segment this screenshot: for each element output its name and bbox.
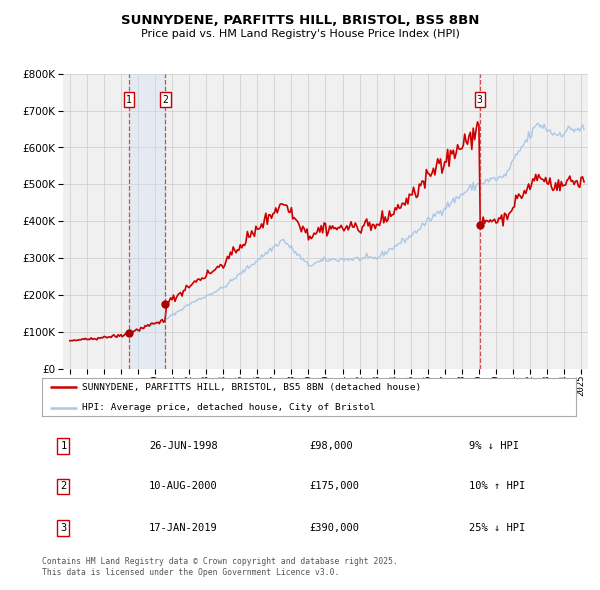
Text: £390,000: £390,000 — [309, 523, 359, 533]
Text: Price paid vs. HM Land Registry's House Price Index (HPI): Price paid vs. HM Land Registry's House … — [140, 30, 460, 39]
Text: Contains HM Land Registry data © Crown copyright and database right 2025.: Contains HM Land Registry data © Crown c… — [42, 557, 398, 566]
Bar — [129, 74, 166, 369]
Text: 26-JUN-1998: 26-JUN-1998 — [149, 441, 218, 451]
Text: 25% ↓ HPI: 25% ↓ HPI — [469, 523, 526, 533]
Text: SUNNYDENE, PARFITTS HILL, BRISTOL, BS5 8BN (detached house): SUNNYDENE, PARFITTS HILL, BRISTOL, BS5 8… — [82, 383, 421, 392]
Text: £98,000: £98,000 — [309, 441, 353, 451]
Text: 2: 2 — [60, 481, 67, 491]
Text: 1: 1 — [60, 441, 67, 451]
Text: £175,000: £175,000 — [309, 481, 359, 491]
Text: 3: 3 — [60, 523, 67, 533]
Text: 10-AUG-2000: 10-AUG-2000 — [149, 481, 218, 491]
Text: 3: 3 — [476, 94, 482, 104]
Text: 1: 1 — [126, 94, 132, 104]
Text: This data is licensed under the Open Government Licence v3.0.: This data is licensed under the Open Gov… — [42, 568, 340, 577]
Text: SUNNYDENE, PARFITTS HILL, BRISTOL, BS5 8BN: SUNNYDENE, PARFITTS HILL, BRISTOL, BS5 8… — [121, 14, 479, 27]
Text: 9% ↓ HPI: 9% ↓ HPI — [469, 441, 519, 451]
Text: 17-JAN-2019: 17-JAN-2019 — [149, 523, 218, 533]
Text: HPI: Average price, detached house, City of Bristol: HPI: Average price, detached house, City… — [82, 403, 376, 412]
Text: 10% ↑ HPI: 10% ↑ HPI — [469, 481, 526, 491]
Text: 2: 2 — [163, 94, 169, 104]
